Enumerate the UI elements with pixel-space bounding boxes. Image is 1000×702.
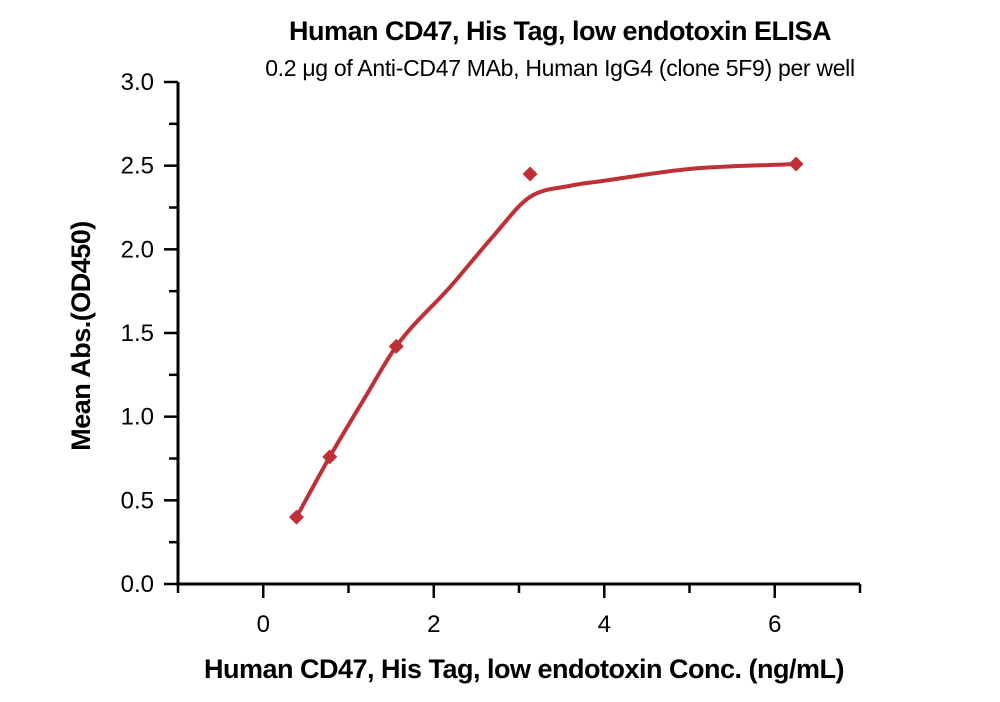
data-point-marker [322,449,338,465]
y-axis-title: Mean Abs.(OD450) [66,221,96,451]
tick-labels: 0 2 4 6 0.0 0.5 1.0 1.5 2.0 2.5 3.0 [121,69,782,638]
x-tick-label: 4 [598,611,611,638]
y-tick-label: 1.5 [121,320,154,347]
axis-lines [176,82,860,586]
fit-curve-layer [294,161,799,520]
data-point-marker [288,509,304,525]
x-axis-title: Human CD47, His Tag, low endotoxin Conc.… [204,654,844,684]
axes [176,82,860,586]
data-point-marker [522,166,538,182]
y-tick-label: 1.0 [121,404,154,431]
fit-curve [294,161,799,520]
data-point-marker [788,156,804,172]
y-tick-label: 0.5 [121,487,154,514]
data-points-layer [288,156,804,525]
data-point-marker [388,338,404,354]
x-tick-label: 0 [257,611,270,638]
y-tick-label: 3.0 [121,69,154,96]
y-tick-label: 0.0 [121,571,154,598]
chart-title: Human CD47, His Tag, low endotoxin ELISA [289,16,831,46]
x-tick-label: 6 [768,611,781,638]
x-tick-label: 2 [427,611,440,638]
y-tick-label: 2.5 [121,153,154,180]
y-tick-label: 2.0 [121,236,154,263]
tick-marks [164,80,862,598]
chart-subtitle: 0.2 μg of Anti-CD47 MAb, Human IgG4 (clo… [265,55,855,81]
